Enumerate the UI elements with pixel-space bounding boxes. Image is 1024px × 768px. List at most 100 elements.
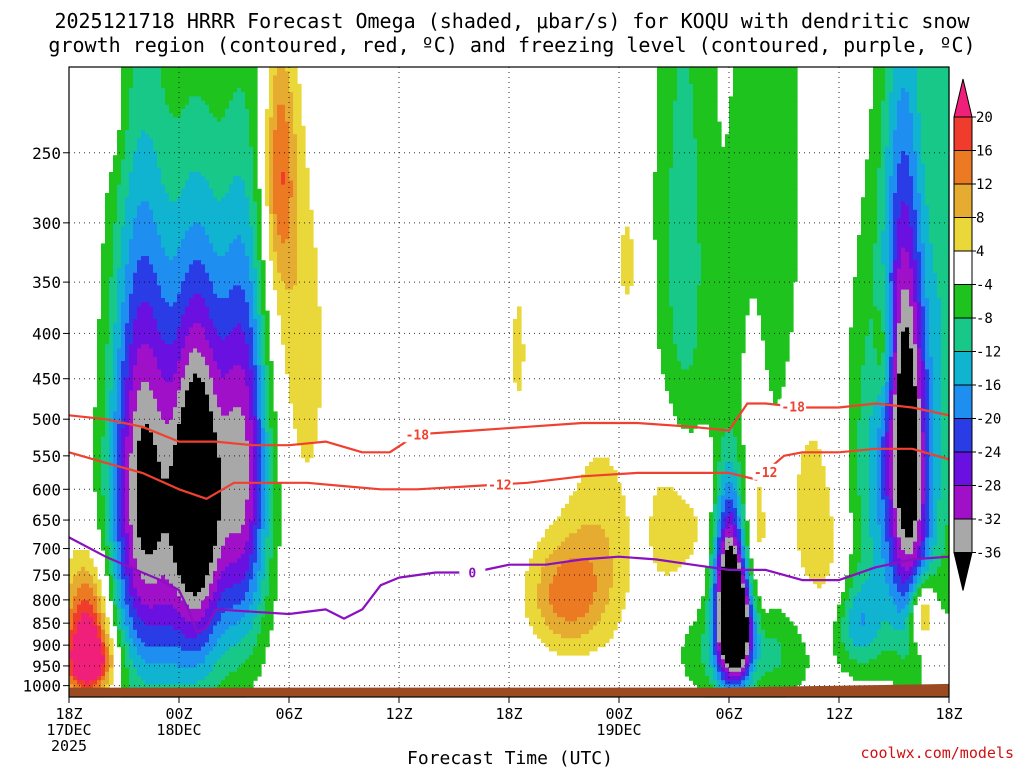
omega-cell	[877, 193, 886, 198]
omega-cell	[121, 260, 130, 265]
omega-cell	[709, 541, 714, 547]
omega-cell	[757, 524, 766, 530]
omega-cell	[925, 344, 930, 349]
omega-cell	[905, 579, 914, 585]
omega-cell	[749, 562, 754, 568]
omega-cell	[265, 470, 270, 475]
omega-cell	[125, 596, 134, 601]
omega-cell	[889, 512, 894, 517]
omega-cell	[97, 394, 106, 400]
omega-cell	[917, 424, 922, 429]
omega-cell	[265, 436, 270, 442]
omega-cell	[753, 663, 758, 669]
omega-cell	[697, 138, 722, 144]
omega-cell	[669, 260, 702, 265]
omega-cell	[725, 503, 734, 509]
omega-cell	[861, 503, 870, 509]
omega-cell	[205, 596, 214, 601]
omega-cell	[697, 197, 798, 202]
omega-cell	[101, 487, 110, 492]
omega-cell	[169, 541, 218, 547]
y-tick-label: 300	[32, 214, 61, 233]
omega-cell	[921, 550, 926, 555]
omega-cell	[745, 680, 754, 685]
omega-cell	[129, 293, 162, 299]
omega-cell	[189, 176, 206, 181]
omega-cell	[753, 583, 758, 589]
omega-cell	[161, 75, 258, 81]
omega-cell	[513, 377, 522, 383]
omega-cell	[117, 369, 122, 375]
omega-cell	[797, 512, 830, 517]
omega-cell	[217, 562, 230, 568]
omega-cell	[757, 604, 762, 610]
omega-cell	[713, 663, 718, 669]
omega-cell	[749, 655, 754, 660]
omega-cell	[129, 176, 162, 181]
omega-cell	[845, 600, 854, 606]
omega-cell	[853, 520, 862, 526]
omega-cell	[725, 676, 742, 681]
omega-cell	[881, 550, 890, 555]
omega-cell	[921, 201, 926, 207]
omega-cell	[673, 407, 742, 412]
omega-cell	[725, 667, 730, 673]
omega-cell	[881, 243, 890, 249]
omega-cell	[125, 281, 134, 286]
omega-cell	[653, 180, 670, 186]
omega-cell	[921, 474, 926, 480]
omega-cell	[269, 562, 278, 568]
omega-cell	[941, 478, 950, 484]
omega-cell	[173, 550, 214, 555]
omega-cell	[921, 285, 926, 291]
omega-cell	[901, 369, 914, 375]
omega-cell	[121, 344, 126, 349]
omega-cell	[589, 604, 606, 610]
omega-cell	[273, 457, 278, 463]
omega-cell	[917, 214, 922, 219]
omega-cell	[849, 495, 862, 501]
omega-cell	[865, 579, 886, 585]
omega-cell	[921, 470, 926, 475]
omega-cell	[189, 96, 202, 102]
omega-cell	[881, 419, 886, 425]
omega-cell	[169, 256, 174, 261]
omega-cell	[917, 264, 922, 270]
omega-cell	[289, 205, 298, 211]
omega-cell	[129, 650, 138, 656]
omega-cell	[177, 428, 214, 433]
omega-cell	[549, 600, 594, 606]
omega-cell	[933, 415, 942, 421]
omega-cell	[933, 386, 942, 391]
omega-cell	[273, 230, 278, 236]
omega-cell	[705, 583, 710, 589]
omega-cell	[129, 424, 134, 429]
omega-cell	[125, 155, 134, 160]
omega-cell	[217, 361, 250, 366]
omega-cell	[729, 96, 798, 102]
omega-cell	[661, 352, 678, 358]
omega-cell	[133, 382, 142, 387]
omega-cell	[121, 159, 134, 165]
omega-cell	[133, 604, 150, 610]
omega-cell	[213, 424, 246, 429]
omega-cell	[545, 642, 606, 648]
omega-cell	[205, 642, 218, 648]
omega-cell	[125, 134, 142, 139]
omega-cell	[205, 356, 214, 362]
omega-cell	[901, 361, 914, 366]
omega-cell	[921, 608, 930, 614]
omega-cell	[117, 193, 130, 198]
omega-cell	[249, 655, 266, 660]
omega-cell	[925, 197, 950, 202]
omega-cell	[889, 390, 894, 396]
omega-cell	[221, 478, 250, 484]
omega-cell	[733, 550, 738, 555]
omega-cell	[709, 608, 714, 614]
omega-cell	[745, 646, 750, 652]
omega-cell	[105, 550, 110, 555]
omega-cell	[105, 407, 110, 412]
omega-cell	[141, 655, 206, 660]
omega-cell	[613, 571, 630, 576]
omega-cell	[273, 440, 278, 446]
